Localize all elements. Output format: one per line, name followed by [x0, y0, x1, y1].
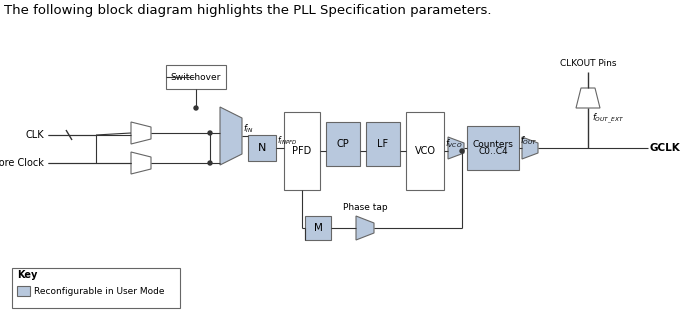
Bar	[467, 126, 519, 170]
Bar	[284, 112, 320, 190]
Circle shape	[208, 161, 212, 165]
Circle shape	[208, 131, 212, 135]
Text: PFD: PFD	[293, 146, 311, 156]
Text: CP: CP	[336, 139, 350, 149]
Text: $f_{INPFD}$: $f_{INPFD}$	[277, 134, 297, 147]
Text: $f_{OUT\_EXT}$: $f_{OUT\_EXT}$	[592, 112, 624, 126]
Bar	[248, 135, 276, 161]
Text: The following block diagram highlights the PLL Specification parameters.: The following block diagram highlights t…	[4, 4, 491, 17]
Text: $f_{OUT}$: $f_{OUT}$	[520, 134, 538, 147]
Polygon shape	[220, 107, 242, 165]
Text: GCLK: GCLK	[650, 143, 680, 153]
Bar	[17, 286, 30, 296]
Text: M: M	[313, 223, 322, 233]
Text: VCO: VCO	[414, 146, 436, 156]
Bar	[12, 268, 180, 308]
Bar	[366, 122, 400, 166]
Text: Reconfigurable in User Mode: Reconfigurable in User Mode	[34, 286, 165, 295]
Text: Core Clock: Core Clock	[0, 158, 44, 168]
Text: LF: LF	[377, 139, 389, 149]
Bar	[406, 112, 444, 190]
Text: CLK: CLK	[26, 130, 44, 140]
Text: $f_{IN}$: $f_{IN}$	[243, 123, 254, 135]
Polygon shape	[356, 216, 374, 240]
Text: CLKOUT Pins: CLKOUT Pins	[559, 59, 616, 68]
Text: C0..C4: C0..C4	[478, 147, 508, 156]
Text: N: N	[258, 143, 266, 153]
Text: $f_{VCO}$: $f_{VCO}$	[445, 138, 462, 150]
Text: Key: Key	[17, 270, 38, 280]
Polygon shape	[448, 137, 464, 159]
Polygon shape	[131, 152, 151, 174]
Bar	[166, 65, 226, 89]
Circle shape	[194, 106, 198, 110]
Text: Counters: Counters	[473, 140, 514, 149]
Bar	[305, 216, 331, 240]
Polygon shape	[576, 88, 600, 108]
Polygon shape	[131, 122, 151, 144]
Text: Switchover: Switchover	[171, 73, 221, 82]
Circle shape	[460, 149, 464, 153]
Bar	[326, 122, 360, 166]
Text: Phase tap: Phase tap	[343, 203, 387, 212]
Polygon shape	[522, 137, 538, 159]
